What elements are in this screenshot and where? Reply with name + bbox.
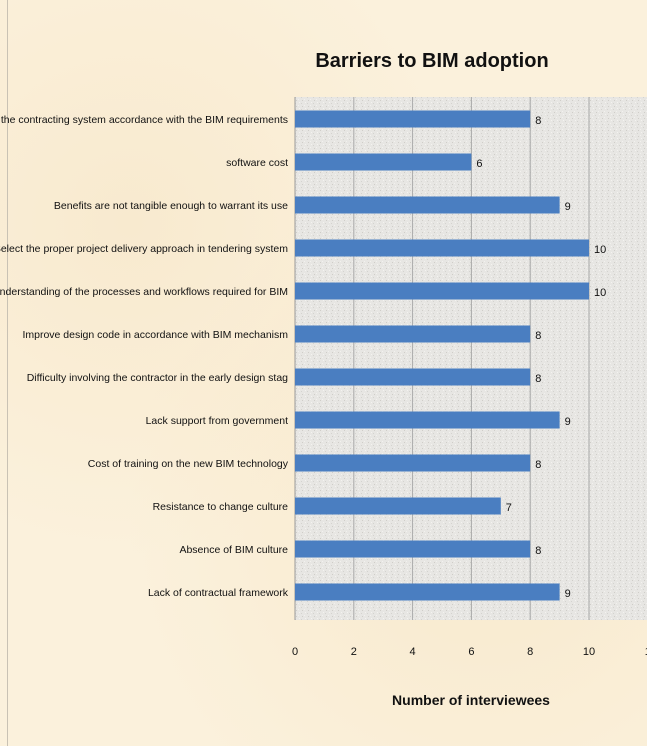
data-label: 10 — [594, 244, 606, 256]
category-label: Modify the contracting system accordance… — [0, 114, 288, 126]
bar — [295, 540, 531, 558]
chart-title: Barriers to BIM adoption — [315, 50, 548, 72]
data-label: 8 — [535, 330, 541, 342]
bar — [295, 454, 531, 472]
category-label: Absence of BIM culture — [179, 544, 288, 556]
data-label: 9 — [565, 588, 571, 600]
bar — [295, 282, 589, 300]
category-label: Difficulty involving the contractor in t… — [27, 372, 288, 384]
x-tick-label: 4 — [410, 646, 416, 658]
data-label: 8 — [535, 459, 541, 471]
bar — [295, 153, 472, 171]
data-label: 9 — [565, 201, 571, 213]
bar — [295, 497, 501, 515]
gridlines — [294, 97, 590, 620]
category-label: Lack of contractual framework — [148, 587, 289, 599]
category-label: Lack of understanding of the processes a… — [0, 286, 288, 298]
bar — [295, 239, 589, 257]
bar — [295, 411, 560, 429]
category-label: Benefits are not tangible enough to warr… — [54, 200, 288, 212]
bar — [295, 196, 560, 214]
bars — [295, 110, 589, 601]
data-label: 6 — [476, 158, 482, 170]
data-label: 8 — [535, 115, 541, 127]
category-label: Improve design code in accordance with B… — [22, 329, 288, 341]
category-labels: Modify the contracting system accordance… — [0, 114, 289, 599]
bar — [295, 110, 531, 128]
x-tick-label: 2 — [351, 646, 357, 658]
bar — [295, 583, 560, 601]
value-labels: 8 6 9 10 10 8 8 9 8 7 8 9 — [476, 115, 606, 600]
data-label: 8 — [535, 545, 541, 557]
x-axis-title: Number of interviewees — [392, 692, 550, 708]
data-label: 8 — [535, 373, 541, 385]
left-ruler-line — [7, 0, 8, 746]
category-label: Select the proper project delivery appro… — [0, 243, 288, 255]
data-label: 10 — [594, 287, 606, 299]
x-tick-label: 10 — [583, 646, 595, 658]
bar — [295, 325, 531, 343]
bar — [295, 368, 531, 386]
category-label: software cost — [226, 157, 288, 169]
x-tick-label: 6 — [468, 646, 474, 658]
category-label: Resistance to change culture — [153, 501, 289, 513]
x-tick-label: 1 — [645, 646, 647, 658]
x-axis-ticks: 0 2 4 6 8 10 1 — [292, 646, 647, 658]
category-label: Lack support from government — [146, 415, 288, 427]
data-label: 9 — [565, 416, 571, 428]
x-tick-label: 0 — [292, 646, 298, 658]
x-tick-label: 8 — [527, 646, 533, 658]
data-label: 7 — [506, 502, 512, 514]
category-label: Cost of training on the new BIM technolo… — [88, 458, 289, 470]
